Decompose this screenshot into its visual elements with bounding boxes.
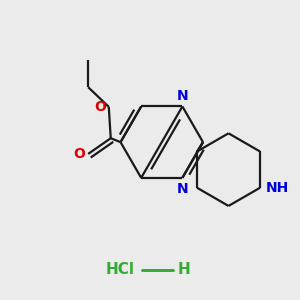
- Text: O: O: [74, 147, 85, 161]
- Text: O: O: [94, 100, 106, 114]
- Text: NH: NH: [266, 181, 289, 195]
- Text: N: N: [177, 182, 188, 196]
- Text: N: N: [177, 88, 188, 103]
- Text: HCl: HCl: [106, 262, 135, 277]
- Text: H: H: [178, 262, 191, 277]
